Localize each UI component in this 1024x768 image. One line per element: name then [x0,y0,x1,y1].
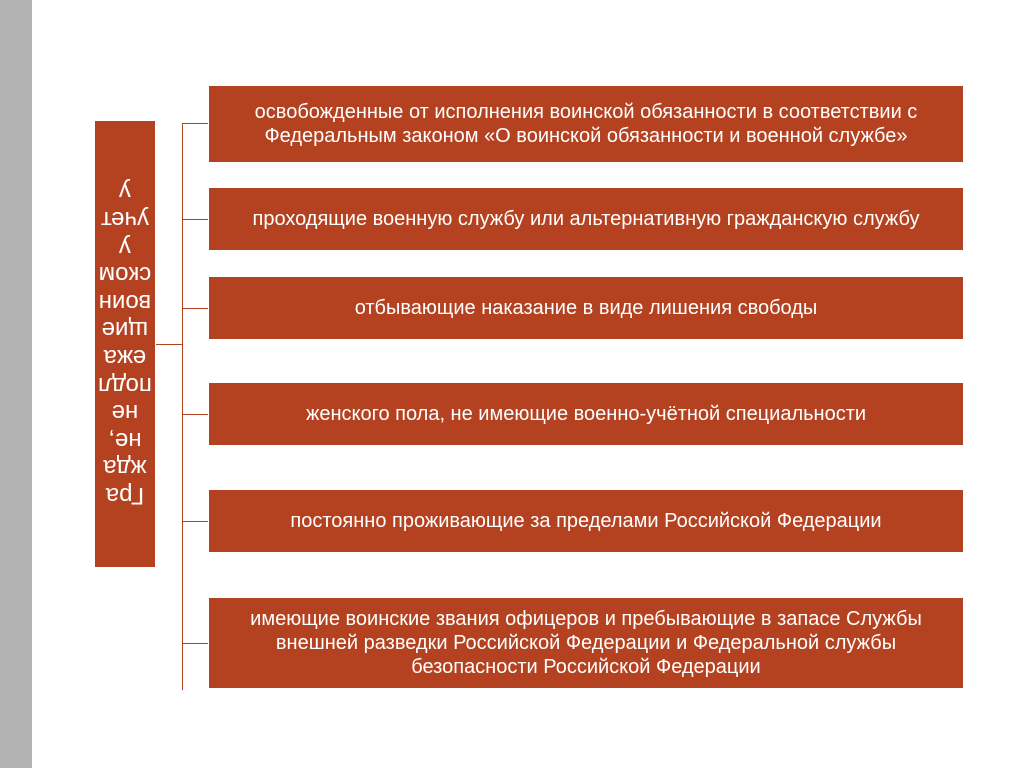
connector-child-3 [182,414,208,415]
child-node-5: имеющие воинские звания офицеров и пребы… [208,597,964,689]
connector-child-1 [182,219,208,220]
child-node-3: женского пола, не имеющие военно-учётной… [208,382,964,446]
child-node-0: освобожденные от исполнения воинской обя… [208,85,964,163]
left-gray-strip [0,0,32,768]
connector-child-2 [182,308,208,309]
connector-child-4 [182,521,208,522]
root-node: Гра жда не, не подл ежа щие воин ском у … [94,120,156,568]
child-node-2: отбывающие наказание в виде лишения своб… [208,276,964,340]
connector-root [156,344,182,345]
root-node-label: Гра жда не, не подл ежа щие воин ском у … [98,178,152,509]
connector-trunk [182,123,183,690]
child-node-4: постоянно проживающие за пределами Росси… [208,489,964,553]
connector-child-0 [182,123,208,124]
connector-child-5 [182,643,208,644]
child-node-1: проходящие военную службу или альтернати… [208,187,964,251]
